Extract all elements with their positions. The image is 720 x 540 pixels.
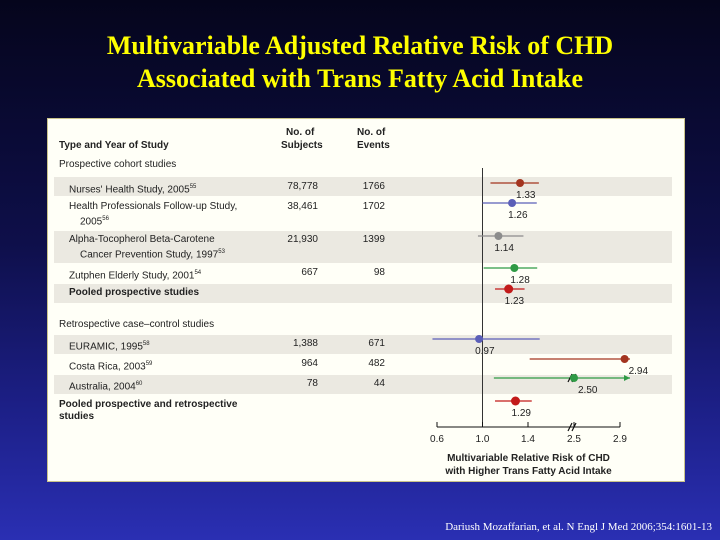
column-header-events-line-1: No. of bbox=[357, 127, 386, 138]
subjects-count: 964 bbox=[301, 358, 318, 369]
x-tick-label: 1.0 bbox=[476, 434, 490, 445]
axis-break-mark bbox=[567, 422, 573, 432]
estimate-label: 2.50 bbox=[578, 385, 598, 396]
events-count: 98 bbox=[373, 267, 385, 278]
study-name: EURAMIC, 199558 bbox=[69, 341, 150, 353]
citation: Dariush Mozaffarian, et al. N Engl J Med… bbox=[445, 521, 712, 533]
pooled-all-label-continued: studies bbox=[59, 411, 95, 422]
estimate-label: 1.26 bbox=[508, 210, 528, 221]
column-header-events-line-2: Events bbox=[357, 140, 390, 151]
estimate-point bbox=[494, 232, 503, 240]
ci-arrow bbox=[624, 375, 630, 381]
estimate-point bbox=[570, 374, 578, 382]
events-count: 1399 bbox=[362, 234, 385, 245]
subjects-count: 78,778 bbox=[287, 181, 318, 192]
slide-title-line-1: Multivariable Adjusted Relative Risk of … bbox=[106, 31, 614, 60]
study-name-continued: 200556 bbox=[80, 216, 109, 228]
row-stripe bbox=[54, 335, 672, 354]
estimate-point bbox=[516, 179, 525, 187]
x-tick-label: 1.4 bbox=[521, 434, 535, 445]
study-name: Costa Rica, 200359 bbox=[69, 361, 153, 373]
subjects-count: 38,461 bbox=[287, 201, 318, 212]
slide-title-line-2: Associated with Trans Fatty Acid Intake bbox=[136, 64, 584, 93]
axis-break-mark bbox=[571, 422, 577, 432]
row-stripe bbox=[54, 231, 672, 263]
section-label-retrospective: Retrospective case–control studies bbox=[59, 319, 215, 330]
study-name: Zutphen Elderly Study, 200154 bbox=[69, 270, 202, 282]
events-count: 482 bbox=[368, 358, 385, 369]
column-header-study: Type and Year of Study bbox=[59, 140, 169, 151]
column-header-subjects-line-1: No. of bbox=[286, 127, 315, 138]
estimate-point bbox=[508, 199, 517, 207]
study-name: Alpha-Tocopherol Beta-Carotene bbox=[69, 234, 215, 245]
x-tick-label: 2.9 bbox=[613, 434, 627, 445]
estimate-label: 1.28 bbox=[510, 275, 530, 286]
estimate-label: 0.97 bbox=[475, 346, 495, 357]
events-count: 1702 bbox=[362, 201, 385, 212]
events-count: 44 bbox=[373, 378, 385, 389]
estimate-point bbox=[475, 335, 484, 343]
x-tick-label: 0.6 bbox=[430, 434, 444, 445]
study-name: Australia, 200460 bbox=[69, 381, 143, 393]
pooled-prospective-label: Pooled prospective studies bbox=[69, 287, 200, 298]
pooled-all-label: Pooled prospective and retrospective bbox=[59, 399, 238, 410]
x-axis-label-line-1: Multivariable Relative Risk of CHD bbox=[447, 453, 610, 464]
estimate-point bbox=[510, 264, 519, 272]
estimate-label: 1.29 bbox=[511, 408, 531, 419]
study-name-continued: Cancer Prevention Study, 199753 bbox=[80, 249, 225, 261]
subjects-count: 1,388 bbox=[292, 338, 318, 349]
section-label-prospective: Prospective cohort studies bbox=[59, 159, 177, 170]
x-tick-label: 2.5 bbox=[567, 434, 581, 445]
subjects-count: 667 bbox=[301, 267, 318, 278]
estimate-label: 2.94 bbox=[629, 366, 649, 377]
study-name: Nurses' Health Study, 200555 bbox=[69, 184, 197, 196]
events-count: 671 bbox=[368, 338, 385, 349]
estimate-label: 1.23 bbox=[505, 296, 525, 307]
estimate-point bbox=[510, 396, 520, 406]
estimate-point bbox=[504, 284, 514, 294]
events-count: 1766 bbox=[362, 181, 385, 192]
row-stripe bbox=[54, 375, 672, 394]
estimate-label: 1.14 bbox=[494, 243, 514, 254]
x-axis-label-line-2: with Higher Trans Fatty Acid Intake bbox=[444, 466, 612, 477]
estimate-label: 1.33 bbox=[516, 190, 536, 201]
subjects-count: 78 bbox=[306, 378, 318, 389]
column-header-subjects-line-2: Subjects bbox=[281, 140, 323, 151]
study-name: Health Professionals Follow-up Study, bbox=[69, 201, 238, 212]
estimate-point bbox=[620, 355, 629, 363]
subjects-count: 21,930 bbox=[287, 234, 318, 245]
